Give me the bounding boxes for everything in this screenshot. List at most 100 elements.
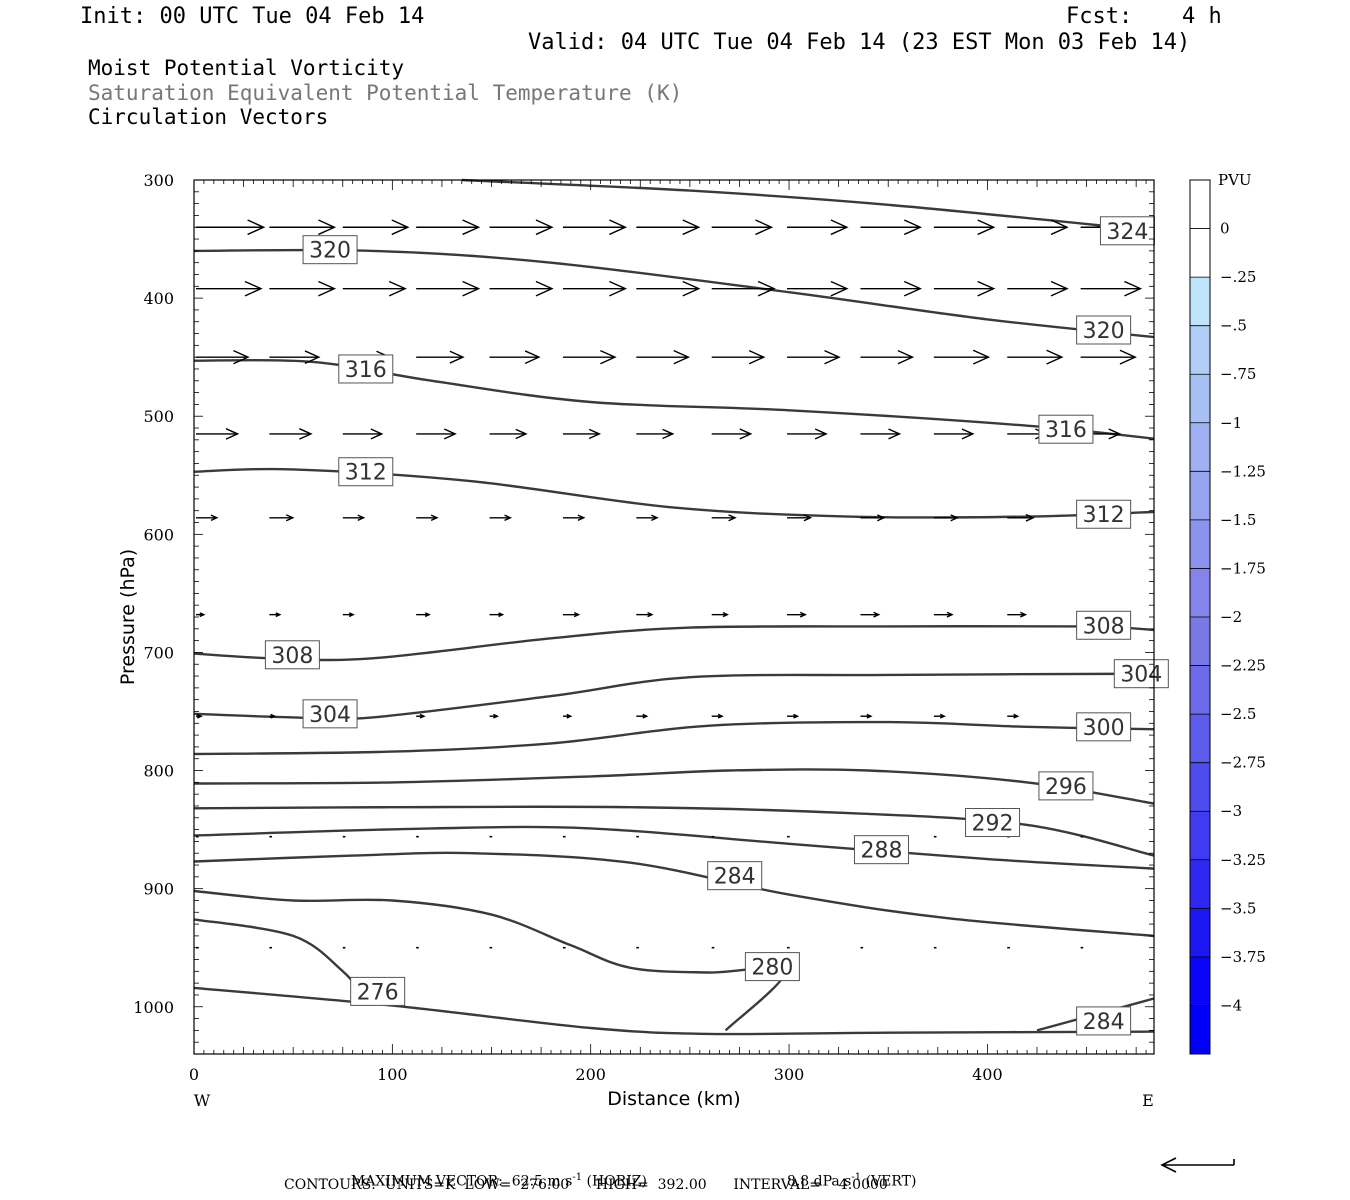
vector-head bbox=[651, 514, 659, 522]
vector-head bbox=[424, 612, 431, 618]
vector-head bbox=[462, 219, 481, 236]
contour-line bbox=[193, 768, 1155, 805]
vector-head bbox=[577, 514, 586, 522]
vector-arrow bbox=[196, 713, 203, 719]
vector-head bbox=[600, 349, 617, 365]
contour-line bbox=[193, 358, 1155, 440]
contour-label-288: 288 bbox=[853, 835, 909, 865]
vector-arrow bbox=[562, 612, 581, 618]
vector-head bbox=[1124, 280, 1143, 297]
vector-arrow bbox=[711, 612, 730, 618]
circulation-vectors bbox=[196, 219, 1143, 949]
vector-arrow bbox=[711, 428, 753, 440]
vector-head bbox=[210, 514, 219, 522]
contour-label-text: 308 bbox=[1083, 614, 1125, 639]
vert-max-line: 8.8 dPa s-1 (VERT) bbox=[778, 1159, 917, 1189]
vector-arrow bbox=[489, 612, 505, 618]
vector-head bbox=[449, 350, 465, 364]
vector-arrow bbox=[269, 428, 313, 440]
vector-arrow bbox=[1007, 611, 1028, 618]
vector-arrow bbox=[489, 280, 554, 297]
contour-label-308: 308 bbox=[1076, 610, 1132, 640]
colorbar-label: −3.5 bbox=[1220, 899, 1256, 917]
vector-head bbox=[225, 428, 240, 440]
contour-label-316: 316 bbox=[1038, 414, 1094, 444]
contour-label-276: 276 bbox=[350, 976, 406, 1006]
vector-arrow bbox=[196, 219, 266, 236]
x-tick-label: 200 bbox=[575, 1065, 606, 1084]
contour-line bbox=[193, 825, 1155, 870]
vector-head bbox=[728, 514, 737, 522]
contour-label-text: 316 bbox=[1045, 418, 1087, 443]
contour-line bbox=[193, 851, 1155, 938]
contour-line bbox=[193, 918, 364, 996]
contour-info: CONTOURS: UNITS=K LOW= 276.00 HIGH= 392.… bbox=[284, 1177, 888, 1193]
colorbar-unit: PVU bbox=[1218, 171, 1252, 189]
x-east-label: E bbox=[1142, 1091, 1154, 1110]
vector-head bbox=[566, 713, 573, 719]
vector-arrow bbox=[933, 349, 991, 365]
vector-head bbox=[682, 280, 701, 297]
vector-arrow bbox=[196, 514, 219, 522]
vector-head bbox=[430, 514, 439, 522]
vector-arrow bbox=[342, 280, 407, 297]
contour-label-284: 284 bbox=[707, 861, 763, 891]
contour-label-312: 312 bbox=[338, 457, 394, 487]
x-tick-label: 100 bbox=[377, 1065, 408, 1084]
vector-head bbox=[757, 280, 776, 297]
title-vectors: Circulation Vectors bbox=[88, 105, 329, 129]
axes: 300 400 500 600 700 800 900 1000 0 100 200 300 400 bbox=[133, 171, 1154, 1084]
y-tick-label: 300 bbox=[143, 171, 174, 190]
contour-line bbox=[193, 467, 1155, 519]
x-tick-label: 0 bbox=[189, 1065, 199, 1084]
vector-head bbox=[1108, 428, 1122, 440]
vector-head bbox=[299, 428, 313, 440]
vector-head bbox=[755, 219, 774, 236]
vector-arrow bbox=[636, 349, 691, 365]
y-tick-label: 800 bbox=[143, 762, 174, 781]
colorbar-label: −.25 bbox=[1220, 268, 1256, 286]
colorbar-swatch bbox=[1190, 956, 1210, 1006]
colorbar-swatch bbox=[1190, 471, 1210, 521]
y-tick-label: 400 bbox=[143, 289, 174, 308]
vector-head bbox=[609, 219, 628, 236]
x-axis-title: Distance (km) bbox=[607, 1088, 740, 1110]
contour-label-text: 284 bbox=[1083, 1010, 1125, 1035]
contour-label-text: 320 bbox=[309, 239, 351, 264]
vector-arrow bbox=[1007, 349, 1064, 365]
colorbar-label: −.75 bbox=[1220, 365, 1256, 383]
contour-label-text: 312 bbox=[345, 461, 387, 486]
colorbar-label: −2.5 bbox=[1220, 705, 1256, 723]
vector-arrow bbox=[933, 611, 954, 618]
vector-arrow bbox=[787, 219, 849, 236]
vector-head bbox=[588, 428, 602, 440]
contour-label-300: 300 bbox=[1076, 712, 1132, 742]
contour-line bbox=[193, 624, 1155, 662]
vector-arrow bbox=[562, 219, 628, 236]
vector-arrow bbox=[787, 611, 807, 618]
vector-arrow bbox=[1007, 713, 1020, 719]
vector-head bbox=[609, 280, 628, 297]
vector-head bbox=[830, 280, 849, 297]
x-tick-label: 300 bbox=[774, 1065, 805, 1084]
vector-arrow bbox=[711, 280, 776, 297]
vector-arrow bbox=[1080, 349, 1137, 365]
vector-head bbox=[275, 612, 282, 618]
vector-arrow bbox=[416, 514, 439, 522]
contour-label-text: 300 bbox=[1083, 716, 1125, 741]
vector-head bbox=[824, 349, 841, 365]
vector-arrow bbox=[933, 428, 975, 440]
vector-arrow bbox=[711, 514, 737, 522]
contour-label-text: 292 bbox=[972, 812, 1014, 837]
vector-head bbox=[888, 428, 902, 440]
colorbar-label: −3 bbox=[1220, 802, 1242, 820]
vector-arrow bbox=[342, 612, 355, 618]
vector-head bbox=[972, 349, 991, 365]
vector-head bbox=[946, 611, 954, 618]
contour-label-box bbox=[302, 235, 358, 265]
vector-head bbox=[961, 428, 975, 440]
vector-head bbox=[196, 713, 203, 719]
colorbar-swatch bbox=[1190, 422, 1210, 472]
contour-label-box bbox=[1113, 659, 1169, 689]
